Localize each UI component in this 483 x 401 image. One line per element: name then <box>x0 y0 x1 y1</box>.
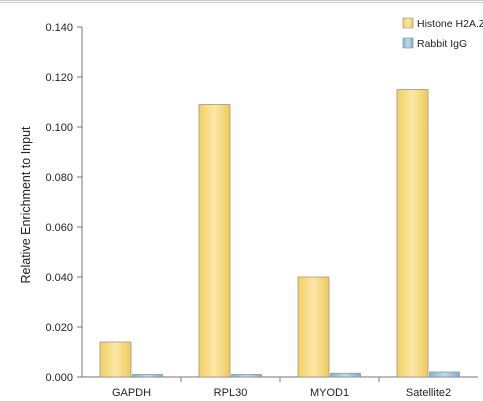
y-ticks: 0.000 0.020 0.040 0.060 0.080 0.100 0.120 0.140 <box>45 22 82 384</box>
y-axis-title: Relative Enrichment to Input <box>19 126 33 284</box>
bar-igg-gapdh <box>132 374 163 378</box>
bar-histone-gapdh <box>99 341 132 378</box>
y-tick-label: 0.100 <box>45 122 73 134</box>
y-tick-label: 0.140 <box>45 22 73 34</box>
legend-swatch-igg <box>402 37 414 49</box>
y-tick-label: 0.060 <box>45 222 73 234</box>
bar-histone-rpl30 <box>198 104 231 378</box>
y-tick-label: 0.120 <box>45 72 73 84</box>
x-tick-label: MYOD1 <box>310 387 349 399</box>
x-tick-label: RPL30 <box>214 387 248 399</box>
y-tick-label: 0.040 <box>45 272 73 284</box>
x-tick-label: Satellite2 <box>406 387 451 399</box>
bar-igg-satellite2 <box>429 371 460 378</box>
y-tick-label: 0.000 <box>45 372 73 384</box>
x-tick-labels: GAPDH RPL30 MYOD1 Satellite2 <box>112 377 451 399</box>
y-tick-label: 0.080 <box>45 172 73 184</box>
y-tick-label: 0.020 <box>45 322 73 334</box>
x-tick-label: GAPDH <box>112 387 151 399</box>
bar-chart: Relative Enrichment to Input 0.0000.0200… <box>19 17 483 399</box>
bar-histone-myod1 <box>297 276 330 378</box>
bar-histone-satellite2 <box>396 89 429 378</box>
legend-label-histone: Histone H2A.Z <box>417 18 483 30</box>
legend-swatch-histone <box>402 17 414 29</box>
bar-igg-rpl30 <box>231 374 262 378</box>
legend: Histone H2A.Z Rabbit IgG <box>402 17 483 50</box>
bar-igg-myod1 <box>330 372 361 378</box>
bars <box>99 89 460 378</box>
legend-label-igg: Rabbit IgG <box>417 38 467 50</box>
